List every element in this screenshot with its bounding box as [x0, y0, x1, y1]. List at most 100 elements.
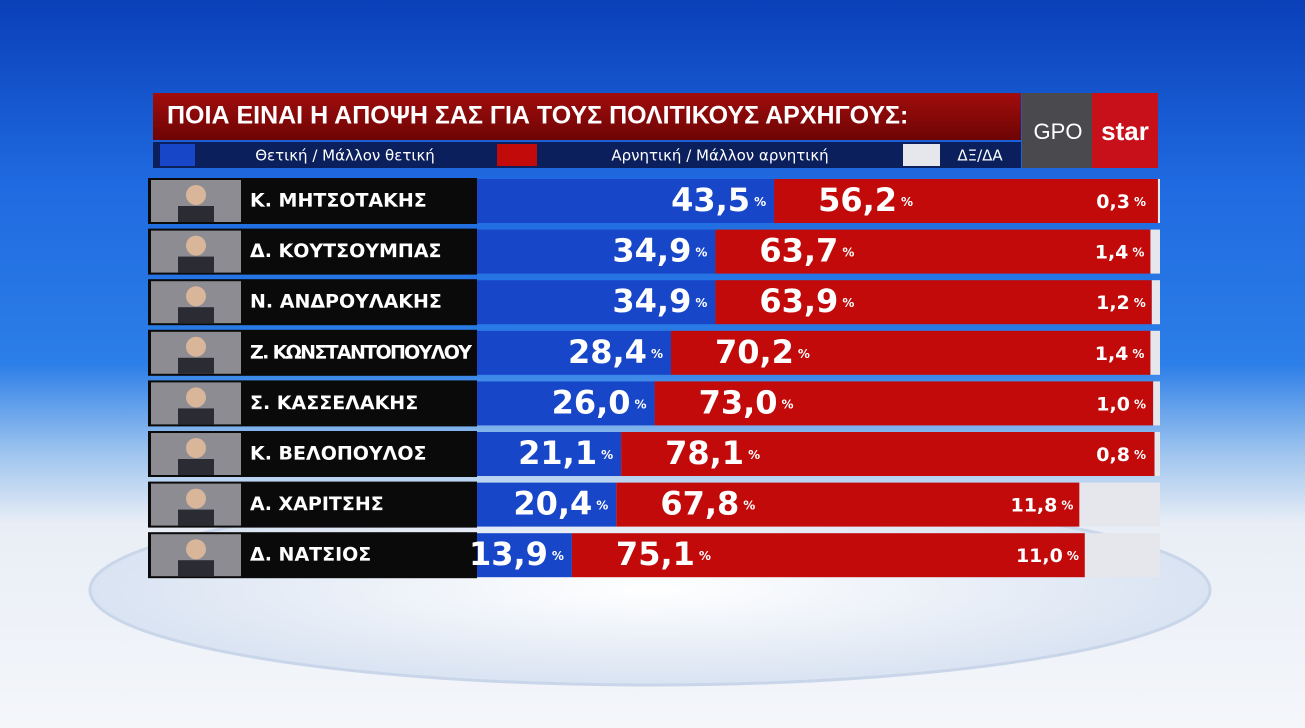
- bar-segment: [477, 229, 716, 274]
- value-suffix: %: [1134, 296, 1146, 310]
- legend-swatch: [160, 144, 195, 166]
- value-number: 28,4: [568, 333, 647, 371]
- value-suffix: %: [1134, 448, 1146, 462]
- photo-body: [178, 560, 214, 577]
- category-label: Δ. ΚΟΥΤΣΟΥΜΠΑΣ: [250, 240, 442, 262]
- value-number: 67,8: [660, 485, 739, 523]
- value-label: 67,8%: [660, 485, 755, 523]
- value-number: 43,5: [671, 181, 750, 219]
- value-label: 1,2%: [1096, 292, 1146, 314]
- legend-label: Θετική / Μάλλον θετική: [255, 147, 435, 165]
- legend-swatch: [497, 144, 537, 166]
- value-suffix: %: [1061, 498, 1073, 512]
- photo-head: [186, 235, 206, 256]
- logo-gpo: GPO: [1034, 119, 1083, 144]
- category-label: Α. ΧΑΡΙΤΣΗΣ: [250, 493, 384, 515]
- value-label: 20,4%: [513, 485, 608, 523]
- bar-segment: [1150, 330, 1160, 375]
- value-label: 70,2%: [715, 333, 810, 371]
- value-label: 43,5%: [671, 181, 766, 219]
- value-number: 0,8: [1096, 444, 1130, 466]
- bar-segment: [477, 179, 775, 223]
- value-number: 70,2: [715, 333, 794, 371]
- value-label: 21,1%: [518, 434, 613, 472]
- value-label: 11,8%: [1010, 494, 1073, 516]
- value-label: 63,7%: [759, 232, 854, 270]
- bar-segment: [1084, 533, 1160, 578]
- value-suffix: %: [695, 296, 707, 310]
- value-label: 0,3%: [1096, 191, 1146, 213]
- category-label: Δ. ΝΑΤΣΙΟΣ: [250, 544, 371, 566]
- value-number: 0,3: [1096, 191, 1130, 213]
- photo-head: [186, 539, 206, 560]
- value-suffix: %: [842, 245, 854, 259]
- value-suffix: %: [842, 296, 854, 310]
- value-suffix: %: [901, 195, 913, 209]
- bar-segment: [654, 381, 1154, 426]
- value-number: 1,4: [1095, 241, 1129, 263]
- value-suffix: %: [798, 346, 810, 360]
- bar-segment: [621, 432, 1155, 476]
- value-label: 75,1%: [616, 535, 711, 573]
- legend-swatch: [903, 144, 940, 166]
- value-number: 78,1: [665, 434, 744, 472]
- value-suffix: %: [1134, 195, 1146, 209]
- value-suffix: %: [699, 549, 711, 563]
- value-number: 63,9: [759, 282, 838, 320]
- value-label: 0,8%: [1096, 444, 1146, 466]
- value-suffix: %: [601, 448, 613, 462]
- value-number: 34,9: [612, 232, 691, 270]
- value-suffix: %: [748, 448, 760, 462]
- bar-segment: [670, 330, 1151, 375]
- bar-segment: [1079, 482, 1160, 527]
- bar-segment: [477, 280, 716, 325]
- value-suffix: %: [743, 498, 755, 512]
- category-label: Κ. ΜΗΤΣΟΤΑΚΗΣ: [250, 190, 427, 212]
- value-label: 11,0%: [1016, 545, 1079, 567]
- bar-segment: [774, 179, 1158, 223]
- title-bar: [153, 93, 1021, 140]
- value-suffix: %: [596, 498, 608, 512]
- photo-head: [186, 488, 206, 509]
- photo-head: [186, 336, 206, 357]
- photo-head: [186, 185, 206, 205]
- bar-segment: [1150, 229, 1160, 274]
- category-label: Σ. ΚΑΣΣΕΛΑΚΗΣ: [250, 392, 418, 414]
- photo-head: [186, 286, 206, 307]
- bar-segment: [1154, 432, 1160, 476]
- value-suffix: %: [754, 195, 766, 209]
- value-number: 1,4: [1095, 342, 1129, 364]
- bar-segment: [571, 533, 1085, 578]
- bar-segment: [477, 330, 671, 375]
- photo-body: [178, 459, 214, 475]
- value-label: 63,9%: [759, 282, 854, 320]
- photo-body: [178, 307, 214, 324]
- value-label: 78,1%: [665, 434, 760, 472]
- value-number: 1,0: [1096, 393, 1130, 415]
- value-suffix: %: [782, 397, 794, 411]
- legend-bar: [153, 142, 1021, 168]
- value-label: 28,4%: [568, 333, 663, 371]
- photo-body: [178, 206, 214, 222]
- value-label: 1,0%: [1096, 393, 1146, 415]
- value-suffix: %: [695, 245, 707, 259]
- value-number: 26,0: [552, 383, 631, 421]
- bar-segment: [715, 280, 1152, 325]
- value-suffix: %: [552, 549, 564, 563]
- value-number: 34,9: [612, 282, 691, 320]
- value-label: 56,2%: [818, 181, 913, 219]
- value-number: 75,1: [616, 535, 695, 573]
- bar-segment: [477, 381, 655, 426]
- value-suffix: %: [635, 397, 647, 411]
- value-label: 13,9%: [469, 535, 564, 573]
- category-label: Ν. ΑΝΔΡΟΥΛΑΚΗΣ: [250, 291, 442, 313]
- logo-red: [1092, 93, 1158, 168]
- value-number: 63,7: [759, 232, 838, 270]
- bar-segment: [477, 482, 617, 527]
- value-label: 1,4%: [1095, 342, 1145, 364]
- bar-segment: [715, 229, 1151, 274]
- value-number: 1,2: [1096, 292, 1130, 314]
- bar-segment: [1157, 179, 1160, 223]
